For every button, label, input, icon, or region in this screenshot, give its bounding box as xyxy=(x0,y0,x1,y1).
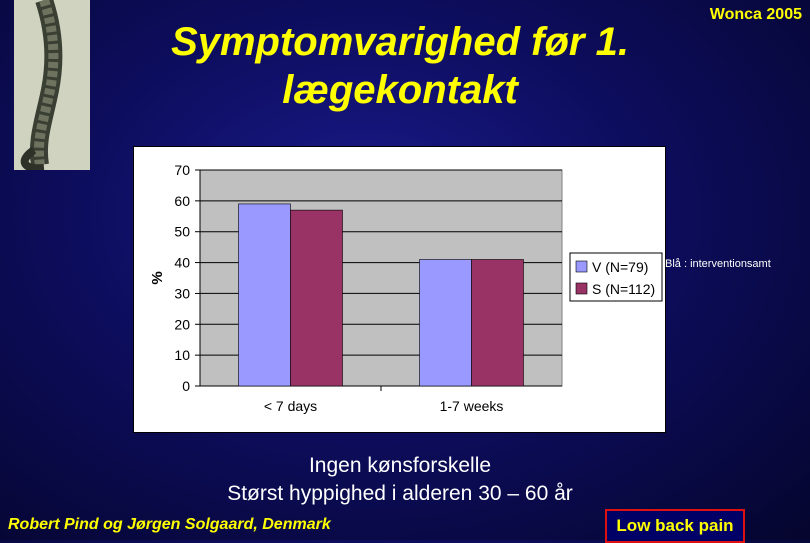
y-tick-label: 10 xyxy=(174,347,190,363)
side-note: Blå : interventionsamt xyxy=(665,258,771,270)
y-tick-label: 50 xyxy=(174,224,190,240)
bar xyxy=(238,203,291,387)
y-tick-label: 60 xyxy=(174,193,190,209)
y-tick-label: 30 xyxy=(174,285,190,301)
finding-line-1: Ingen kønsforskelle xyxy=(308,454,492,477)
y-tick-label: 20 xyxy=(174,316,190,332)
finding-line-2: Størst hyppighed i alderen 30 – 60 år xyxy=(227,482,573,505)
legend-label: S (N=112) xyxy=(592,281,655,297)
x-tick-label: 1-7 weeks xyxy=(440,398,504,414)
y-axis-label: % xyxy=(149,271,166,284)
spine-image xyxy=(14,0,90,170)
bar xyxy=(471,259,524,387)
chart: 0 10 20 30 40 50 60 70% < 7 days 1-7 weeks V (N=79… xyxy=(133,146,666,433)
legend-swatch xyxy=(575,282,588,295)
x-tick-label: < 7 days xyxy=(264,398,317,414)
bar xyxy=(419,259,472,387)
legend-swatch xyxy=(575,260,588,273)
slide-title: Symptomvarighed før 1. lægekontakt xyxy=(171,20,629,112)
topic-badge: Low back pain xyxy=(605,509,745,543)
bar-chart: 0 10 20 30 40 50 60 70% < 7 days 1-7 weeks V (N=79… xyxy=(149,162,663,414)
bar xyxy=(290,209,343,387)
y-tick-label: 0 xyxy=(182,378,190,394)
author-credit: Robert Pind og Jørgen Solgaard, Denmark xyxy=(8,516,331,533)
legend-label: V (N=79) xyxy=(592,259,648,275)
y-tick-label: 70 xyxy=(174,162,190,178)
conference-label: Wonca 2005 xyxy=(709,6,802,23)
y-tick-label: 40 xyxy=(174,255,190,271)
